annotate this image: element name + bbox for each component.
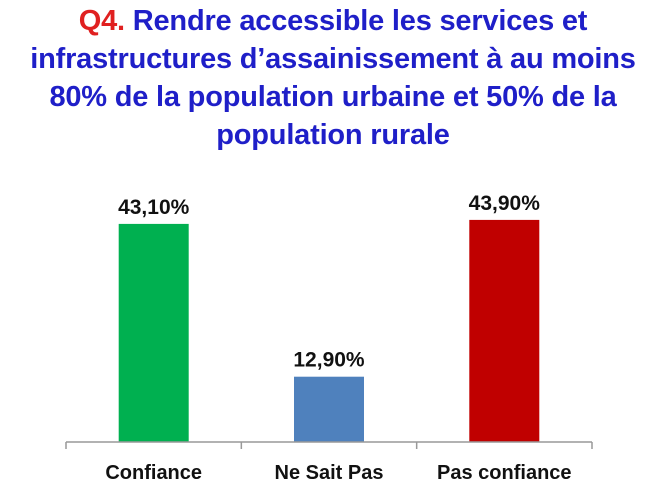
x-axis-ticks: [65, 442, 593, 449]
chart-title-text: Rendre accessible les services et infras…: [30, 5, 636, 151]
bar: [118, 223, 189, 442]
chart-title: Q4. Rendre accessible les services et in…: [0, 2, 666, 154]
bars-layer: [118, 219, 540, 442]
chart-title-prefix: Q4.: [78, 5, 125, 37]
bar-value-label: 43,90%: [469, 192, 541, 215]
bar-value-label: 43,10%: [118, 196, 190, 219]
category-label: Confiance: [105, 462, 202, 484]
bar-value-label: 12,90%: [293, 349, 365, 372]
bar: [469, 219, 540, 442]
category-label: Pas confiance: [437, 462, 572, 484]
category-label: Ne Sait Pas: [275, 462, 384, 484]
bar: [294, 376, 364, 442]
labels-layer: 43,10% Confiance 12,90% Ne Sait Pas 43,90% Pa…: [105, 192, 571, 484]
